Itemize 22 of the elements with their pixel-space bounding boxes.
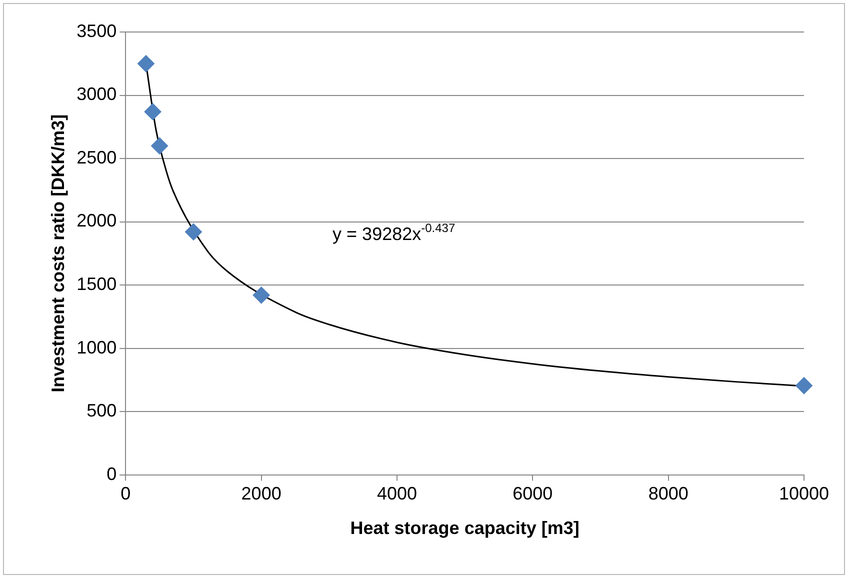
- x-tick-label: 4000: [376, 484, 418, 504]
- point: [252, 286, 270, 304]
- x-axis-title: Heat storage capacity [m3]: [350, 518, 580, 538]
- point: [144, 103, 162, 120]
- point: [796, 377, 812, 394]
- y-tick-label: 3000: [76, 84, 117, 104]
- x-tick-label: 10000: [778, 484, 830, 504]
- y-axis-title: Investment costs ratio [DKK/m3]: [48, 114, 68, 392]
- y-tick-label: 0: [106, 464, 117, 484]
- y-tick-label: 500: [86, 400, 117, 421]
- y-tick-label: 2500: [76, 147, 117, 168]
- point: [151, 137, 168, 154]
- x-tick-label: 6000: [512, 484, 553, 504]
- y-tick-label: 2000: [76, 210, 117, 231]
- x-tick-label: 8000: [648, 484, 688, 504]
- y-tick-label: 1500: [76, 274, 117, 294]
- y-tick-label: 3500: [76, 20, 117, 41]
- x-tick-label: 2000: [241, 484, 282, 504]
- point: [137, 55, 154, 72]
- y-tick-label: 1000: [76, 337, 117, 358]
- x-tick-label: 0: [120, 484, 131, 504]
- point: [184, 223, 202, 240]
